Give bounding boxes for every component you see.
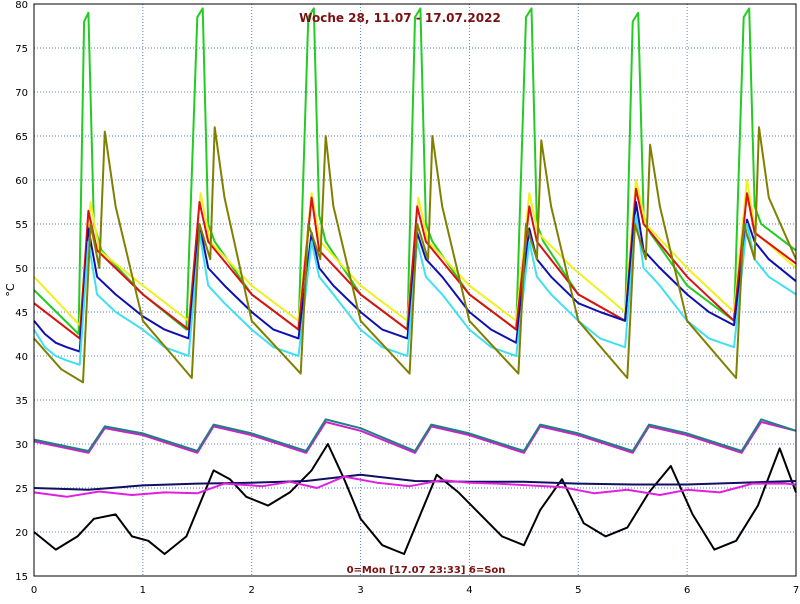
- series-line: [33, 475, 797, 498]
- series-line: [33, 187, 797, 340]
- y-tick-label: 40: [15, 352, 28, 363]
- x-tick-label: 4: [466, 585, 472, 596]
- y-tick-label: 25: [15, 484, 28, 495]
- x-tick-label: 6: [684, 585, 690, 596]
- series-line: [33, 179, 797, 327]
- x-tick-label: 5: [575, 585, 581, 596]
- y-tick-label: 45: [15, 308, 28, 319]
- series-line: [33, 201, 797, 353]
- y-axis-label: °C: [4, 283, 17, 297]
- series-line: [33, 443, 797, 555]
- y-tick-label: 35: [15, 396, 28, 407]
- y-tick-label: 75: [15, 44, 28, 55]
- series-line: [33, 473, 797, 491]
- y-tick-label: 55: [15, 220, 28, 231]
- series-line: [33, 214, 797, 366]
- y-tick-label: 20: [15, 528, 28, 539]
- y-tick-label: 15: [15, 572, 28, 583]
- series-lines: [33, 7, 797, 555]
- series-line: [33, 418, 797, 452]
- series-line: [33, 126, 797, 384]
- x-tick-label: 1: [140, 585, 146, 596]
- y-tick-label: 65: [15, 132, 28, 143]
- x-tick-label: 7: [793, 585, 799, 596]
- x-tick-label: 3: [357, 585, 363, 596]
- y-tick-label: 30: [15, 440, 28, 451]
- y-tick-label: 60: [15, 176, 28, 187]
- x-tick-label: 2: [249, 585, 255, 596]
- plot-frame: [33, 3, 797, 577]
- y-tick-label: 70: [15, 88, 28, 99]
- chart-title: Woche 28, 11.07 - 17.07.2022: [299, 11, 501, 25]
- y-tick-label: 50: [15, 264, 28, 275]
- y-tick-label: 80: [15, 0, 28, 11]
- chart-footer-note: 0=Mon [17.07 23:33] 6=Son: [347, 565, 506, 576]
- x-tick-label: 0: [31, 585, 37, 596]
